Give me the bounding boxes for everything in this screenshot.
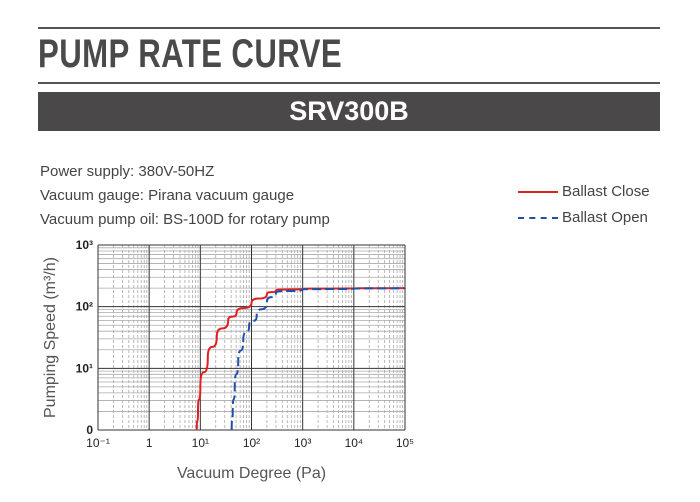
- y-tick-label: 10¹: [76, 361, 93, 375]
- y-tick-label: 0: [86, 423, 93, 437]
- info-pump-oil: Vacuum pump oil: BS-100D for rotary pump: [40, 211, 330, 228]
- x-tick-label: 10²: [243, 436, 260, 450]
- info-power-supply: Power supply: 380V-50HZ: [40, 163, 215, 180]
- x-tick-label: 1: [146, 436, 153, 450]
- x-tick-label: 10⁻¹: [86, 436, 110, 450]
- y-tick-label: 10²: [76, 300, 93, 314]
- y-axis-label: Pumping Speed (m³/h): [42, 257, 59, 418]
- legend-ballast-close: Ballast Close: [518, 183, 650, 200]
- series-line-ballast-open: [230, 287, 406, 431]
- x-tick-label: 10⁴: [345, 436, 364, 450]
- legend-swatch-dashed: [518, 216, 558, 219]
- top-rule: [38, 27, 660, 29]
- x-tick-label: 10³: [294, 436, 311, 450]
- legend-label: Ballast Open: [562, 209, 648, 226]
- title-rule: [38, 82, 660, 84]
- x-tick-label: 10⁵: [396, 436, 414, 450]
- legend-swatch-solid: [518, 190, 558, 193]
- y-tick-label: 10³: [76, 238, 93, 252]
- x-tick-label: 10¹: [192, 436, 209, 450]
- legend-label: Ballast Close: [562, 183, 650, 200]
- x-axis-label: Vacuum Degree (Pa): [177, 465, 326, 482]
- info-vacuum-gauge: Vacuum gauge: Pirana vacuum gauge: [40, 187, 295, 204]
- legend-ballast-open: Ballast Open: [518, 209, 648, 226]
- page-title: PUMP RATE CURVE: [38, 32, 343, 76]
- model-banner: SRV300B: [38, 92, 660, 131]
